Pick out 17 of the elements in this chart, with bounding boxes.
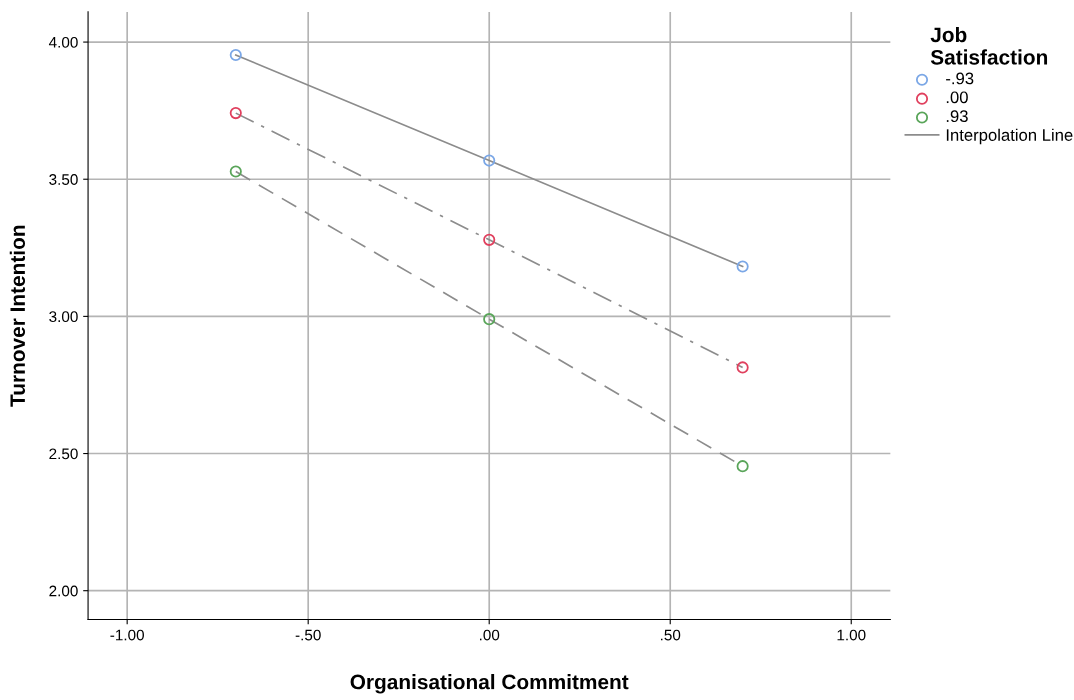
y-tick-label: 2.00: [49, 585, 78, 597]
x-tick-label: -1.00: [110, 629, 144, 641]
x-tick-label: 1.00: [837, 629, 866, 641]
legend-label: Interpolation Line: [946, 128, 1073, 145]
legend-label: .00: [946, 91, 968, 104]
legend-label: -.93: [946, 72, 974, 85]
x-tick-label: .00: [479, 629, 500, 641]
y-tick-label: 2.50: [49, 448, 78, 460]
y-axis-title: Turnover Intention: [9, 225, 26, 407]
legend-label: .93: [946, 110, 968, 123]
x-axis-title: Organisational Commitment: [350, 674, 629, 694]
y-tick-label: 4.00: [48, 36, 78, 48]
y-tick-label: 3.50: [49, 174, 78, 185]
x-tick-label: .50: [661, 629, 681, 641]
legend-title: Job Satisfaction: [930, 26, 1048, 65]
x-tick-label: -.50: [295, 629, 321, 641]
y-tick-label: 3.00: [49, 311, 78, 323]
